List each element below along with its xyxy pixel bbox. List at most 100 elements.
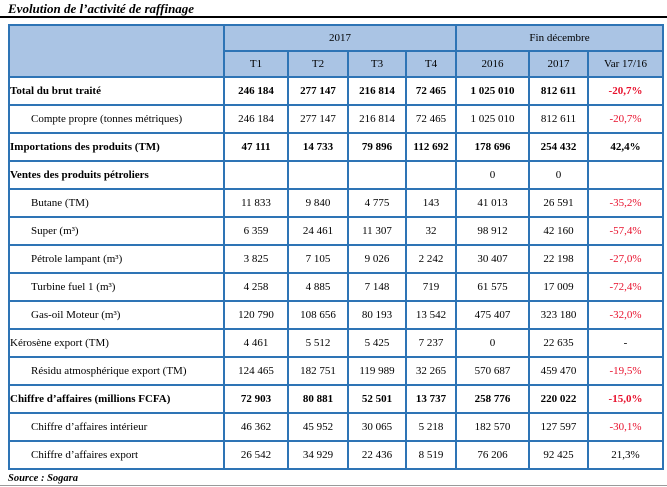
value-cell: 0 xyxy=(455,160,530,190)
value-cell: 4 885 xyxy=(287,272,349,302)
value-cell: 5 425 xyxy=(347,328,407,358)
value-cell: 4 258 xyxy=(223,272,289,302)
header-group-fin-decembre: Fin décembre xyxy=(454,24,665,52)
table-row: Gas-oil Moteur (m³) 120 790 108 656 80 193 1… xyxy=(8,300,665,330)
table-row: Chiffre d’affaires intérieur 46 362 45 952… xyxy=(8,412,665,442)
value-cell: 61 575 xyxy=(455,272,530,302)
value-cell xyxy=(223,160,289,190)
row-label: Gas-oil Moteur (m³) xyxy=(8,300,225,330)
value-cell: 9 026 xyxy=(347,244,407,274)
value-cell: 26 591 xyxy=(528,188,589,218)
value-cell: 14 733 xyxy=(287,132,349,162)
value-cell: 32 265 xyxy=(405,356,457,386)
variation-cell: -30,1% xyxy=(586,412,665,442)
row-label: Compte propre (tonnes métriques) xyxy=(8,104,225,134)
header-columns-row: T1 T2 T3 T4 2016 2017 Var 17/16 xyxy=(9,50,665,78)
value-cell: 17 009 xyxy=(528,272,589,302)
value-cell: 1 025 010 xyxy=(455,104,530,134)
value-cell: 323 180 xyxy=(528,300,589,330)
value-cell: 1 025 010 xyxy=(455,76,530,106)
value-cell: 22 635 xyxy=(528,328,589,358)
value-cell: 3 825 xyxy=(223,244,289,274)
value-cell: 719 xyxy=(405,272,457,302)
variation-cell: -35,2% xyxy=(586,188,665,218)
value-cell: 108 656 xyxy=(287,300,349,330)
variation-cell: -19,5% xyxy=(586,356,665,386)
table-row: Ventes des produits pétroliers 0 0 xyxy=(8,160,665,190)
value-cell: 32 xyxy=(405,216,457,246)
value-cell: 80 193 xyxy=(347,300,407,330)
value-cell: 41 013 xyxy=(455,188,530,218)
table-row: Chiffre d’affaires (millions FCFA) 72 903… xyxy=(8,384,665,414)
row-label: Chiffre d’affaires (millions FCFA) xyxy=(8,384,225,414)
col-header-t3: T3 xyxy=(347,50,407,78)
value-cell: 119 989 xyxy=(347,356,407,386)
variation-cell: -15,0% xyxy=(586,384,665,414)
row-label: Importations des produits (TM) xyxy=(8,132,225,162)
table-row: Pétrole lampant (m³) 3 825 7 105 9 026 2 242… xyxy=(8,244,665,274)
value-cell: 216 814 xyxy=(347,76,407,106)
variation-cell: -20,7% xyxy=(586,76,665,106)
value-cell: 0 xyxy=(528,160,589,190)
table-row: Super (m³) 6 359 24 461 11 307 32 98 912 42 16… xyxy=(8,216,665,246)
value-cell xyxy=(405,160,457,190)
table-row: Kérosène export (TM) 4 461 5 512 5 425 7 237… xyxy=(8,328,665,358)
value-cell: 52 501 xyxy=(347,384,407,414)
variation-cell xyxy=(586,160,665,190)
variation-cell: - xyxy=(586,328,665,358)
value-cell: 112 692 xyxy=(405,132,457,162)
value-cell: 30 065 xyxy=(347,412,407,442)
value-cell: 8 519 xyxy=(405,440,457,470)
variation-cell: -72,4% xyxy=(586,272,665,302)
value-cell: 6 359 xyxy=(223,216,289,246)
value-cell: 11 833 xyxy=(223,188,289,218)
table-row: Importations des produits (TM) 47 111 14 7… xyxy=(8,132,665,162)
value-cell: 182 751 xyxy=(287,356,349,386)
table-row: Résidu atmosphérique export (TM) 124 465 1… xyxy=(8,356,665,386)
value-cell: 220 022 xyxy=(528,384,589,414)
value-cell: 475 407 xyxy=(455,300,530,330)
value-cell: 79 896 xyxy=(347,132,407,162)
value-cell: 42 160 xyxy=(528,216,589,246)
value-cell: 47 111 xyxy=(223,132,289,162)
col-header-t2: T2 xyxy=(287,50,349,78)
value-cell: 34 929 xyxy=(287,440,349,470)
col-header-2016: 2016 xyxy=(455,50,530,78)
row-label: Chiffre d’affaires export xyxy=(8,440,225,470)
row-label: Résidu atmosphérique export (TM) xyxy=(8,356,225,386)
value-cell: 246 184 xyxy=(223,104,289,134)
value-cell: 46 362 xyxy=(223,412,289,442)
value-cell: 459 470 xyxy=(528,356,589,386)
table-row: Total du brut traité 246 184 277 147 216 81… xyxy=(8,76,665,106)
variation-cell: -27,0% xyxy=(586,244,665,274)
value-cell: 9 840 xyxy=(287,188,349,218)
refining-activity-table: 2017 Fin décembre T1 T2 T3 T4 2016 2017 … xyxy=(8,24,665,470)
variation-cell: -32,0% xyxy=(586,300,665,330)
header-group-row: 2017 Fin décembre xyxy=(8,24,665,78)
value-cell: 13 542 xyxy=(405,300,457,330)
value-cell: 812 611 xyxy=(528,104,589,134)
row-label: Chiffre d’affaires intérieur xyxy=(8,412,225,442)
value-cell: 124 465 xyxy=(223,356,289,386)
table-header: 2017 Fin décembre T1 T2 T3 T4 2016 2017 … xyxy=(8,24,665,78)
value-cell: 2 242 xyxy=(405,244,457,274)
col-header-t4: T4 xyxy=(405,50,457,78)
value-cell: 4 775 xyxy=(347,188,407,218)
table-row: Compte propre (tonnes métriques) 246 184 2… xyxy=(8,104,665,134)
value-cell: 277 147 xyxy=(287,76,349,106)
value-cell: 7 237 xyxy=(405,328,457,358)
value-cell: 72 903 xyxy=(223,384,289,414)
page-title: Evolution de l’activité de raffinage xyxy=(0,0,667,18)
value-cell: 22 198 xyxy=(528,244,589,274)
col-header-var: Var 17/16 xyxy=(586,50,665,78)
variation-cell: 42,4% xyxy=(586,132,665,162)
value-cell: 7 105 xyxy=(287,244,349,274)
variation-cell: 21,3% xyxy=(586,440,665,470)
value-cell: 143 xyxy=(405,188,457,218)
value-cell: 13 737 xyxy=(405,384,457,414)
header-group-2017: 2017 xyxy=(223,24,457,52)
col-header-2017: 2017 xyxy=(528,50,589,78)
variation-cell: -57,4% xyxy=(586,216,665,246)
row-label: Pétrole lampant (m³) xyxy=(8,244,225,274)
